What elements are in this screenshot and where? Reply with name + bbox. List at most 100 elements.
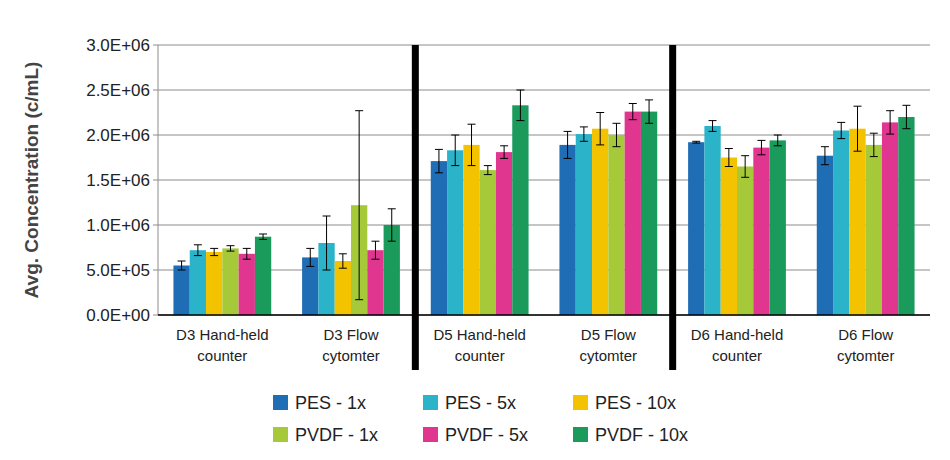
tick-label: 2.5E+06: [86, 81, 150, 100]
tick-mark: [153, 90, 158, 91]
error-bar: [870, 133, 878, 156]
error-bar: [323, 216, 331, 270]
error-bar: [435, 149, 443, 172]
bar: [641, 112, 657, 315]
error-bar: [451, 135, 459, 166]
bar: [625, 112, 641, 315]
bar: [512, 105, 528, 315]
grid-line: [158, 315, 930, 316]
bar: [753, 148, 769, 315]
error-bar: [886, 111, 894, 134]
legend-swatch: [573, 427, 588, 442]
bar: [721, 158, 737, 316]
bar: [576, 134, 592, 315]
tick-mark: [153, 135, 158, 136]
tick-label: 1.5E+06: [86, 171, 150, 190]
bar: [817, 156, 833, 315]
bar: [882, 122, 898, 315]
bar: [302, 257, 318, 315]
error-bar: [259, 234, 267, 239]
chart: 0.0E+005.0E+051.0E+061.5E+062.0E+062.5E+…: [0, 0, 950, 460]
legend-label: PES - 1x: [295, 393, 366, 413]
legend-label: PES - 10x: [595, 393, 676, 413]
error-bar: [355, 111, 363, 300]
grid-line: [158, 225, 930, 226]
category-label: D5 Flowcytomter: [580, 326, 638, 364]
tick-mark: [153, 225, 158, 226]
bar: [206, 252, 222, 315]
bar: [480, 170, 496, 315]
legend-item: PES - 5x: [423, 393, 516, 413]
error-bar: [774, 135, 782, 146]
bar: [447, 150, 463, 315]
bar: [866, 145, 882, 315]
error-bar: [596, 113, 604, 145]
legend-label: PVDF - 10x: [595, 425, 688, 445]
grid-line: [158, 45, 930, 46]
legend-swatch: [273, 395, 288, 410]
error-bar: [854, 106, 862, 151]
error-bar: [306, 248, 314, 266]
axis-title: Avg. Concentration (c/mL): [21, 62, 42, 299]
bar: [737, 167, 753, 316]
tick-mark: [153, 45, 158, 46]
category-label: D3 Hand-heldcounter: [176, 326, 269, 364]
grid-line: [158, 270, 930, 271]
x-axis-line: [158, 314, 930, 316]
bar: [367, 250, 383, 315]
error-bar: [516, 90, 524, 121]
error-bar: [629, 104, 637, 120]
error-bar: [484, 166, 492, 175]
error-bar: [194, 245, 202, 256]
category-label: D5 Hand-heldcounter: [433, 326, 526, 364]
group-separator: [669, 45, 676, 370]
bar: [190, 250, 206, 315]
tick-mark: [153, 270, 158, 271]
category-label: D3 Flowcytomter: [322, 326, 380, 364]
bar: [688, 142, 704, 315]
tick-label: 1.0E+06: [86, 216, 150, 235]
error-bar: [178, 261, 186, 270]
category-label: D6 Flowcytomter: [837, 326, 895, 364]
error-bar: [243, 248, 251, 259]
error-bar: [645, 100, 653, 123]
error-bar: [580, 127, 588, 141]
legend-item: PES - 10x: [573, 393, 676, 413]
legend-swatch: [573, 395, 588, 410]
bar: [833, 131, 849, 316]
grid-line: [158, 90, 930, 91]
legend-swatch: [423, 427, 438, 442]
bar: [559, 145, 575, 315]
error-bar: [500, 146, 508, 159]
error-bar: [210, 248, 218, 255]
tick-mark: [153, 315, 158, 316]
error-bar: [821, 147, 829, 165]
error-bar: [468, 124, 476, 165]
legend-item: PES - 1x: [273, 393, 366, 413]
bar: [608, 135, 624, 315]
grid-line: [158, 180, 930, 181]
bar: [496, 152, 512, 315]
legend-swatch: [273, 427, 288, 442]
legend-label: PVDF - 5x: [445, 425, 528, 445]
plot-area: [173, 90, 914, 315]
error-bar: [741, 156, 749, 178]
bar: [255, 237, 271, 315]
error-bar: [725, 149, 733, 167]
tick-label: 3.0E+06: [86, 36, 150, 55]
bar: [335, 261, 351, 315]
bar: [592, 129, 608, 315]
error-bar: [757, 140, 765, 154]
tick-label: 2.0E+06: [86, 126, 150, 145]
error-bar: [371, 241, 379, 259]
y-axis-line: [158, 45, 159, 315]
legend-item: PVDF - 5x: [423, 425, 528, 445]
bar: [463, 145, 479, 315]
error-bar: [837, 122, 845, 138]
error-bar: [692, 141, 700, 143]
bar: [173, 266, 189, 316]
legend-label: PES - 5x: [445, 393, 516, 413]
error-bar: [226, 246, 234, 251]
tick-label: 5.0E+05: [86, 261, 150, 280]
legend-item: PVDF - 1x: [273, 425, 378, 445]
